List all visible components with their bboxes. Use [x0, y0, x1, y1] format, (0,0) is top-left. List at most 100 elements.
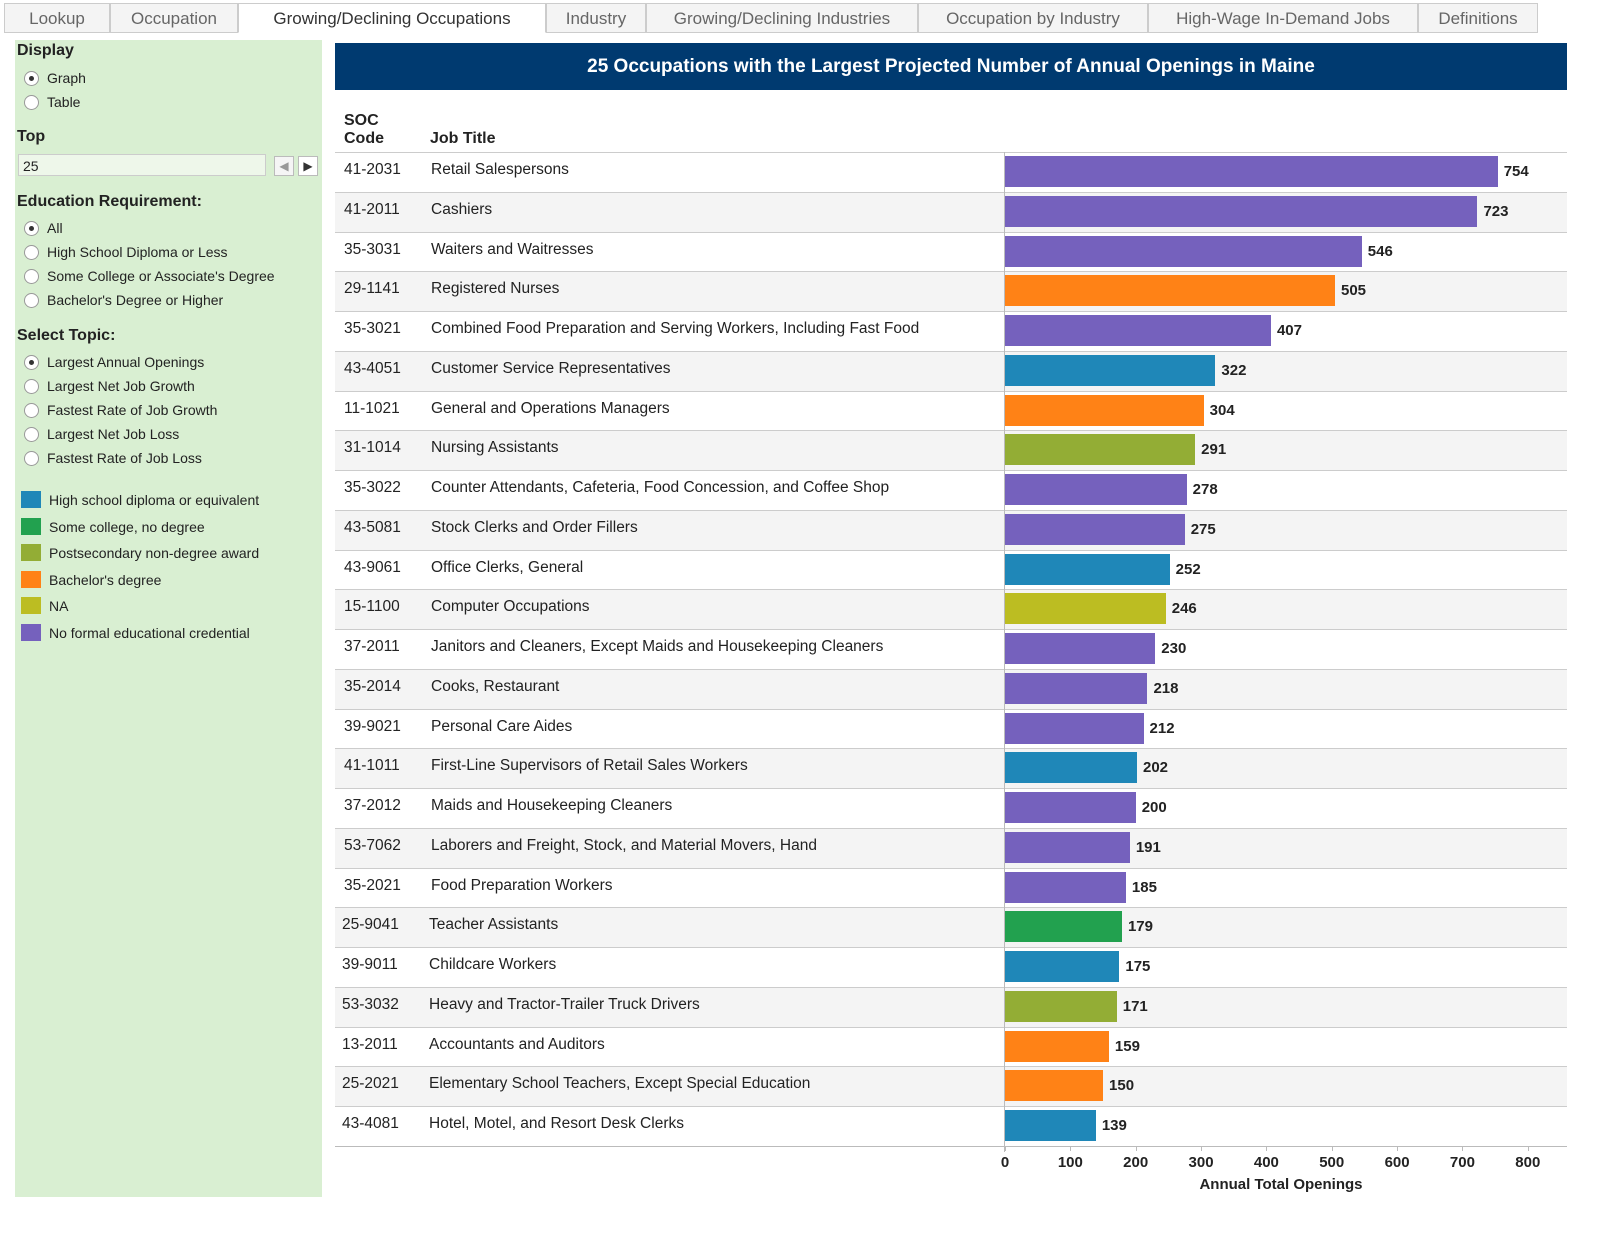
value-label: 252 [1175, 560, 1201, 578]
radio-button[interactable] [24, 221, 39, 236]
soc-code: 39-9011 [342, 956, 398, 973]
radio-button[interactable] [24, 427, 39, 442]
row [335, 668, 1567, 709]
radio-option[interactable]: Largest Net Job Growth [47, 378, 195, 394]
job-title: Registered Nurses [431, 280, 560, 298]
radio-button[interactable] [24, 71, 39, 86]
bar [1005, 990, 1117, 1022]
bar [1005, 394, 1204, 426]
divider [1004, 152, 1005, 1152]
x-tick-label: 100 [1057, 1153, 1083, 1171]
section-label: Select Topic: [17, 327, 116, 344]
row [335, 509, 1567, 550]
value-label: 546 [1367, 242, 1393, 260]
x-tick-label: 400 [1253, 1153, 1279, 1171]
tab[interactable]: Growing/Declining Occupations [238, 3, 546, 33]
x-tick [1527, 1145, 1529, 1151]
legend-swatch [21, 597, 41, 614]
radio-option[interactable]: Fastest Rate of Job Growth [47, 402, 218, 418]
soc-code: 39-9021 [344, 717, 401, 735]
row [335, 430, 1567, 470]
value-label: 275 [1190, 520, 1216, 538]
value-label: 754 [1503, 163, 1529, 180]
row [335, 867, 1567, 908]
axis-line [335, 1145, 1567, 1147]
radio-button[interactable] [24, 95, 39, 110]
radio-option[interactable]: Largest Annual Openings [47, 354, 205, 370]
radio-option[interactable]: Graph [47, 70, 86, 86]
bar [1005, 156, 1498, 187]
row [335, 986, 1567, 1027]
radio-button[interactable] [24, 403, 39, 418]
radio-option[interactable]: All [47, 220, 63, 236]
tab[interactable]: High-Wage In-Demand Jobs [1148, 3, 1418, 33]
row [335, 788, 1567, 828]
stepper-next[interactable]: ▶ [298, 156, 318, 176]
radio-button[interactable] [24, 269, 39, 284]
value-label: 175 [1125, 958, 1151, 975]
radio-button[interactable] [24, 451, 39, 466]
value-label: 159 [1114, 1037, 1140, 1055]
soc-code: 11-1021 [344, 399, 400, 417]
x-tick-label: 600 [1384, 1153, 1410, 1171]
radio-option[interactable]: Fastest Rate of Job Loss [47, 450, 202, 466]
soc-code: 35-3031 [344, 240, 401, 258]
job-title: Hotel, Motel, and Resort Desk Clerks [429, 1115, 684, 1132]
row [335, 708, 1567, 749]
bar [1005, 831, 1130, 863]
value-label: 291 [1201, 441, 1227, 459]
soc-code: 25-9041 [342, 916, 399, 934]
tab[interactable]: Definitions [1418, 3, 1538, 33]
x-tick [1331, 1145, 1333, 1151]
radio-button[interactable] [24, 379, 39, 394]
soc-code: 35-2021 [344, 876, 401, 894]
tab[interactable]: Occupation [110, 3, 238, 33]
radio-option[interactable]: Table [47, 94, 81, 110]
soc-code: 43-5081 [344, 518, 401, 536]
bar [1005, 871, 1126, 903]
row [335, 589, 1567, 629]
job-title: Teacher Assistants [429, 916, 559, 934]
value-label: 218 [1153, 679, 1179, 697]
x-tick-label: 500 [1319, 1153, 1345, 1171]
x-tick [1462, 1145, 1464, 1151]
row [335, 1106, 1567, 1146]
bar [1005, 513, 1185, 545]
stepper-prev[interactable]: ◀ [274, 156, 294, 176]
bar [1005, 1030, 1109, 1062]
tab[interactable]: Occupation by Industry [918, 3, 1148, 33]
value-label: 200 [1141, 799, 1167, 816]
radio-option[interactable]: High School Diploma or Less [47, 244, 228, 260]
legend-label: High school diploma or equivalent [49, 492, 260, 508]
soc-code: 53-7062 [344, 836, 401, 854]
row [335, 311, 1567, 351]
legend-swatch [21, 623, 41, 641]
bar [1005, 275, 1335, 307]
job-title: Elementary School Teachers, Except Speci… [429, 1075, 811, 1093]
value-label: 322 [1221, 361, 1247, 379]
radio-option[interactable]: Some College or Associate's Degree [47, 268, 275, 284]
soc-code: 35-3022 [344, 479, 401, 496]
soc-code: 43-4051 [344, 359, 401, 377]
x-axis-label: Annual Total Openings [1199, 1175, 1363, 1193]
value-label: 505 [1341, 282, 1367, 300]
legend-label: No formal educational credential [49, 624, 250, 641]
tab[interactable]: Growing/Declining Industries [646, 3, 918, 33]
soc-code: 25-2021 [342, 1075, 399, 1093]
job-title: Waiters and Waitresses [431, 240, 594, 258]
bar [1005, 434, 1196, 466]
top-input[interactable]: 25 [18, 154, 266, 176]
radio-option[interactable]: Largest Net Job Loss [47, 426, 180, 442]
bar [1005, 593, 1166, 625]
tab[interactable]: Lookup [4, 3, 110, 33]
radio-option[interactable]: Bachelor's Degree or Higher [47, 292, 224, 308]
tab[interactable]: Industry [546, 3, 646, 33]
job-title: Childcare Workers [429, 956, 557, 973]
radio-button[interactable] [24, 293, 39, 308]
row [335, 549, 1567, 590]
bar [1005, 1110, 1096, 1141]
radio-button[interactable] [24, 355, 39, 370]
radio-button[interactable] [24, 245, 39, 260]
soc-code: 41-1011 [344, 757, 400, 775]
legend-swatch [21, 517, 41, 535]
